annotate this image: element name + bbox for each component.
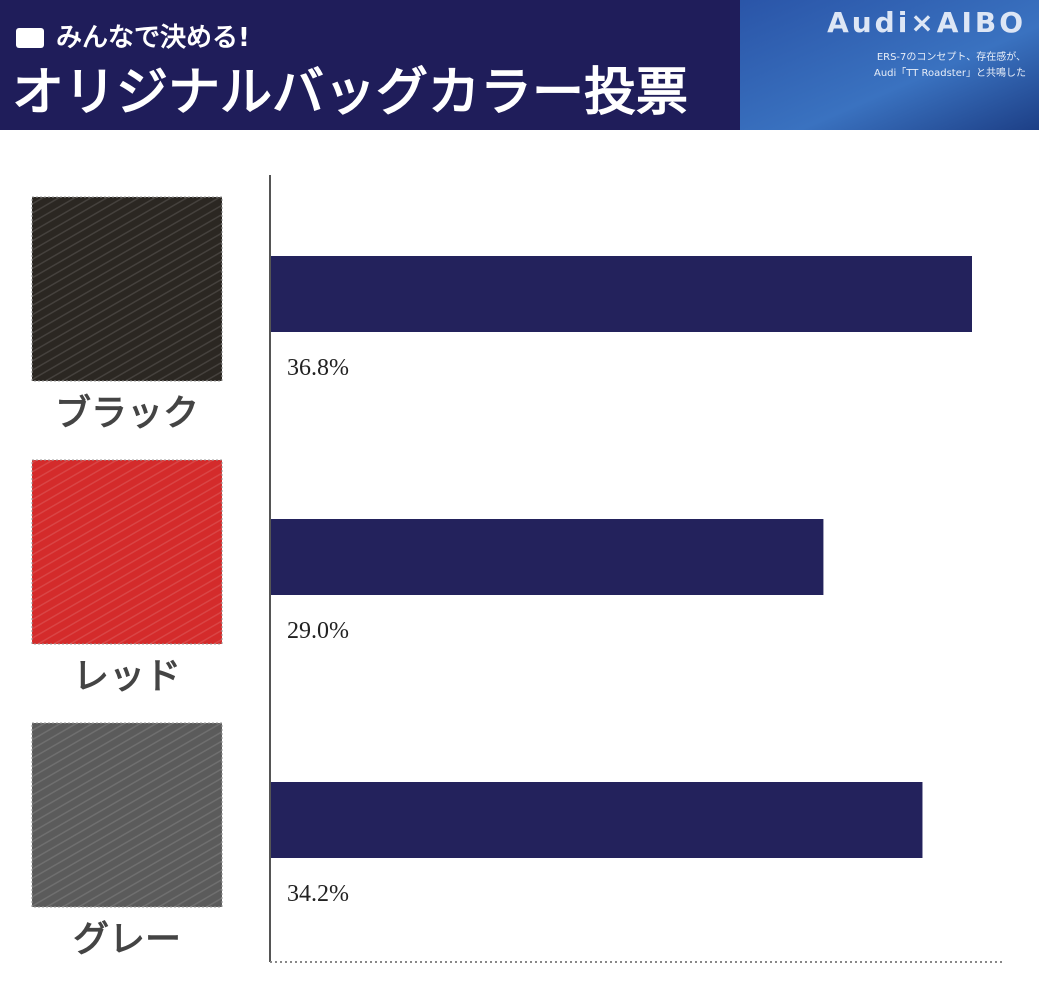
swatch-texture: [32, 723, 222, 907]
header-tag: みんなで決める!: [56, 23, 250, 53]
logo-sub: Audi「TT Roadster」と共鳴した: [874, 66, 1026, 79]
category-label: ブラック: [55, 392, 199, 434]
value-label: 34.2%: [287, 881, 349, 907]
logo-bg: [740, 0, 1039, 130]
header-title: オリジナルバッグカラー投票: [12, 63, 688, 123]
category-label: レッド: [73, 656, 181, 697]
category-label: グレー: [73, 919, 181, 960]
logo-sub: ERS-7のコンセプト、存在感が、: [877, 50, 1026, 63]
bar: [271, 519, 824, 595]
value-label: 36.8%: [287, 355, 349, 381]
bar: [271, 782, 923, 858]
bar: [271, 256, 972, 332]
swatch-texture: [32, 197, 222, 381]
swatch-texture: [32, 460, 222, 644]
logo: Audi×AIBO: [827, 6, 1026, 39]
value-label: 29.0%: [287, 618, 349, 644]
lock-icon: [16, 28, 44, 48]
